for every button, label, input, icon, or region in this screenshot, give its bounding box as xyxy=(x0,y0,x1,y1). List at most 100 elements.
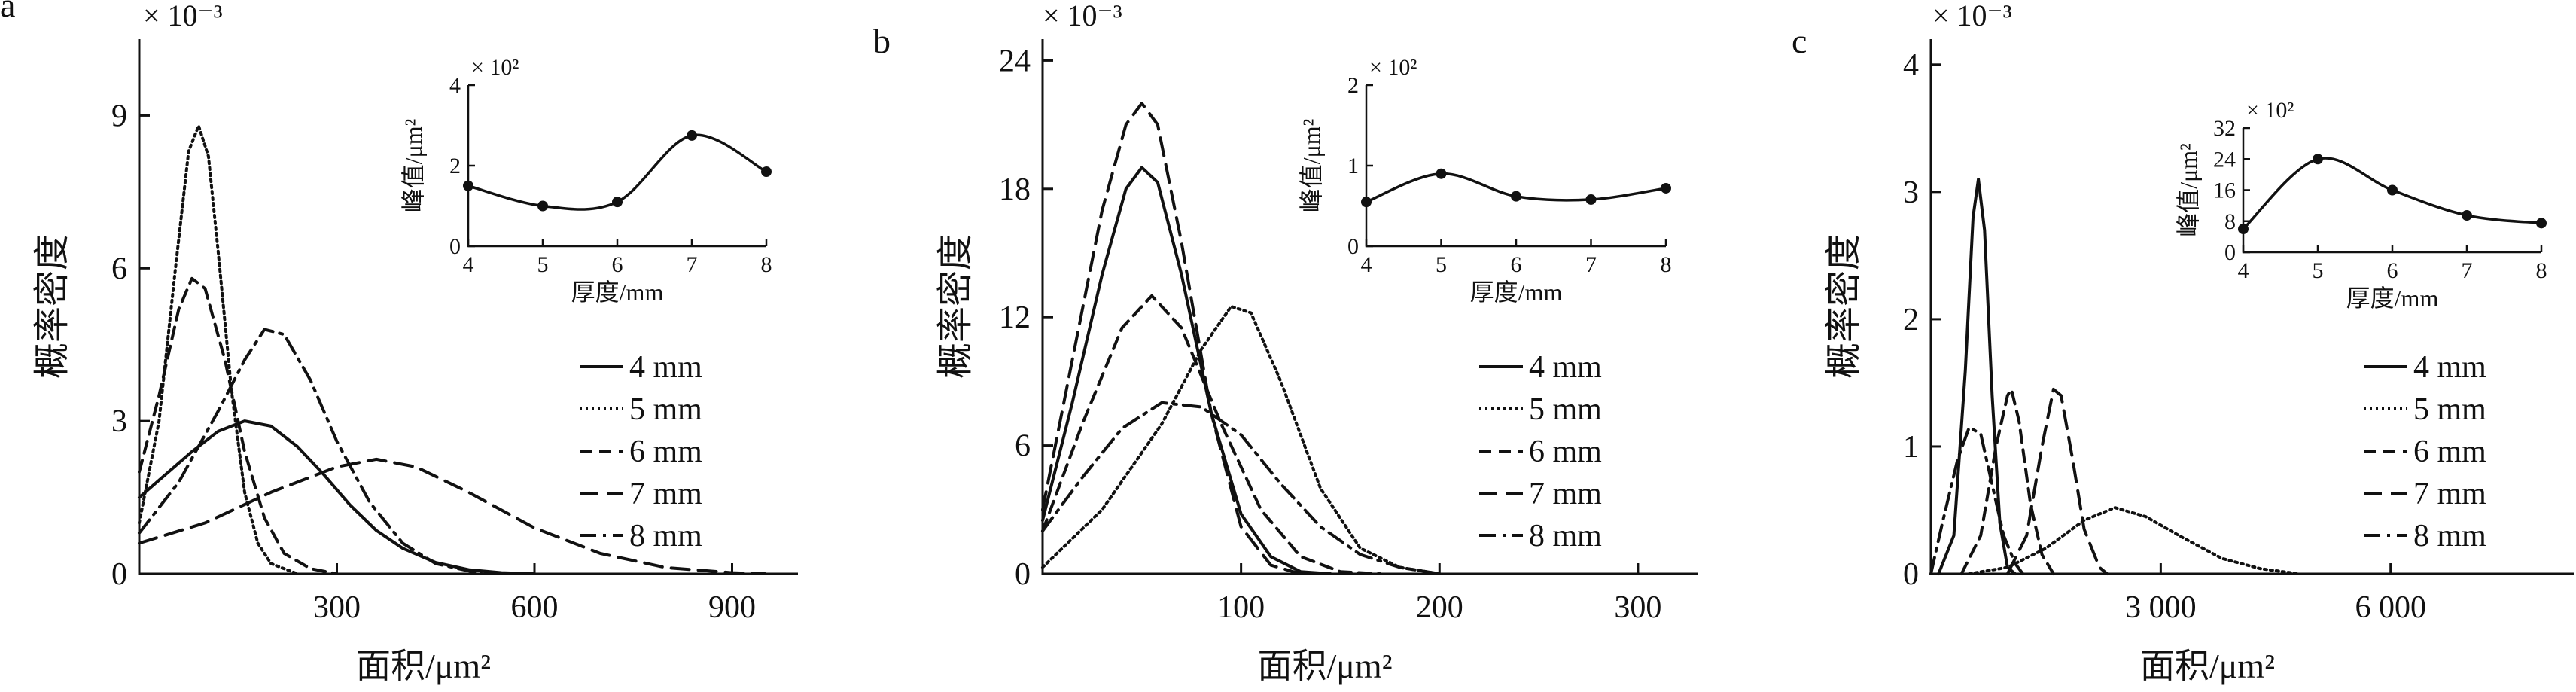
inset-x-tick-label: 4 xyxy=(1361,252,1372,277)
inset-point xyxy=(1511,191,1521,202)
inset-x-tick-label: 8 xyxy=(2536,258,2547,283)
inset-point xyxy=(1661,182,1671,194)
y-tick-label: 12 xyxy=(999,300,1031,335)
x-axis-label: 面积/μm² xyxy=(1257,647,1392,685)
x-axis-label: 面积/μm² xyxy=(356,647,491,685)
inset-x-tick-label: 8 xyxy=(1661,252,1672,277)
inset-x-axis-label: 厚度/mm xyxy=(1470,279,1563,306)
inset-y-tick-label: 16 xyxy=(2213,178,2236,203)
legend-label: 7 mm xyxy=(629,477,702,511)
y-tick-label: 6 xyxy=(1015,429,1031,464)
x-axis-label: 面积/μm² xyxy=(2140,647,2275,685)
inset-chart: × 10² 0 8 16 24 32 4 5 6 7 8 厚度/mm 峰值/μm² xyxy=(2175,98,2547,312)
y-axis-label: 概率密度 xyxy=(32,234,72,379)
series-line-5mm xyxy=(138,124,299,575)
inset-point xyxy=(463,180,473,191)
panel-label: b xyxy=(873,22,891,60)
inset-y-tick-label: 2 xyxy=(1347,73,1359,98)
inset-y-axis-label: 峰值/μm² xyxy=(400,119,427,213)
legend-label: 7 mm xyxy=(2413,477,2486,511)
y-multiplier: × 10⁻³ xyxy=(1043,0,1122,32)
x-tick-label: 3 000 xyxy=(2125,590,2197,625)
inset-x-tick-label: 7 xyxy=(687,252,698,277)
inset-point xyxy=(2313,154,2323,165)
x-tick-label: 600 xyxy=(511,590,559,625)
inset-y-tick-label: 1 xyxy=(1347,154,1359,178)
x-tick-label: 200 xyxy=(1416,590,1463,625)
y-axis-label: 概率密度 xyxy=(936,234,976,379)
y-tick-label: 1 xyxy=(1903,430,1919,465)
legend-label: 6 mm xyxy=(2413,434,2486,469)
inset-point xyxy=(1585,194,1597,205)
inset-point xyxy=(2462,210,2472,221)
inset-point xyxy=(1436,168,1447,179)
inset-point xyxy=(537,200,548,212)
y-tick-label: 2 xyxy=(1903,303,1919,337)
inset-multiplier: × 10² xyxy=(471,55,519,80)
inset-point xyxy=(687,130,697,141)
inset-axes xyxy=(467,85,766,248)
series-line-6mm xyxy=(138,276,339,575)
inset-x-tick-label: 8 xyxy=(761,252,772,277)
series-line-8mm xyxy=(138,328,483,575)
inset-x-tick-label: 5 xyxy=(1436,252,1447,277)
x-tick-label: 300 xyxy=(1614,590,1661,625)
y-tick-label: 3 xyxy=(111,404,127,439)
legend-label: 4 mm xyxy=(2413,350,2486,385)
inset-point xyxy=(612,197,623,208)
series-line-5mm xyxy=(1967,506,2300,575)
inset-x-tick-label: 5 xyxy=(537,252,549,277)
legend-label: 7 mm xyxy=(1529,477,1602,511)
inset-point xyxy=(2387,184,2398,196)
x-tick-label: 300 xyxy=(313,590,361,625)
inset-x-tick-label: 6 xyxy=(2387,258,2398,283)
legend-label: 8 mm xyxy=(629,519,702,553)
inset-multiplier: × 10² xyxy=(1369,55,1417,80)
inset-y-tick-label: 8 xyxy=(2224,209,2236,234)
inset-y-tick-label: 32 xyxy=(2213,116,2236,141)
inset-point xyxy=(1361,197,1372,208)
x-tick-label: 900 xyxy=(708,590,756,625)
inset-x-tick-label: 6 xyxy=(1511,252,1522,277)
inset-y-axis-label: 峰值/μm² xyxy=(1298,119,1325,213)
inset-y-tick-label: 0 xyxy=(1347,234,1359,259)
inset-multiplier: × 10² xyxy=(2246,98,2294,123)
y-tick-label: 0 xyxy=(111,557,127,592)
series-line-6mm xyxy=(1959,387,2055,575)
inset-y-tick-label: 24 xyxy=(2213,147,2236,172)
inset-x-tick-label: 4 xyxy=(2238,258,2249,283)
inset-point xyxy=(2238,224,2249,235)
inset-x-tick-label: 6 xyxy=(612,252,623,277)
series-line-8mm xyxy=(1929,425,2025,575)
inset-y-tick-label: 0 xyxy=(2224,240,2236,265)
inset-y-tick-label: 2 xyxy=(449,154,461,178)
series-line-7mm xyxy=(2005,387,2109,575)
panel-label: a xyxy=(0,0,15,24)
inset-chart: × 10² 0 2 4 4 5 6 7 8 厚度/mm 峰值/μm² xyxy=(400,55,772,306)
y-multiplier: × 10⁻³ xyxy=(1932,0,2012,32)
y-tick-label: 6 xyxy=(111,251,127,286)
y-axis-label: 概率密度 xyxy=(1824,234,1864,379)
series-line-7mm xyxy=(1041,102,1302,575)
y-tick-label: 0 xyxy=(1903,557,1919,592)
y-tick-label: 24 xyxy=(999,44,1031,78)
legend-label: 5 mm xyxy=(2413,392,2486,427)
y-multiplier: × 10⁻³ xyxy=(143,0,223,32)
y-tick-label: 0 xyxy=(1015,557,1031,592)
series-line-8mm xyxy=(1041,401,1442,575)
inset-y-tick-label: 4 xyxy=(449,73,461,98)
legend-label: 8 mm xyxy=(1529,519,1602,553)
legend-label: 8 mm xyxy=(2413,519,2486,553)
x-tick-label: 100 xyxy=(1217,590,1265,625)
x-tick-label: 6 000 xyxy=(2355,590,2426,625)
y-tick-label: 3 xyxy=(1903,175,1919,210)
panel-a: a × 10⁻³ 0 3 6 9 300 600 900 面积/μm² 概率密度 4 mm 5 mm 6 … xyxy=(0,0,798,685)
inset-point xyxy=(761,166,772,178)
legend-label: 4 mm xyxy=(629,350,702,385)
series-line-7mm xyxy=(138,457,767,575)
inset-y-tick-label: 0 xyxy=(449,234,461,259)
legend-label: 5 mm xyxy=(1529,392,1602,427)
